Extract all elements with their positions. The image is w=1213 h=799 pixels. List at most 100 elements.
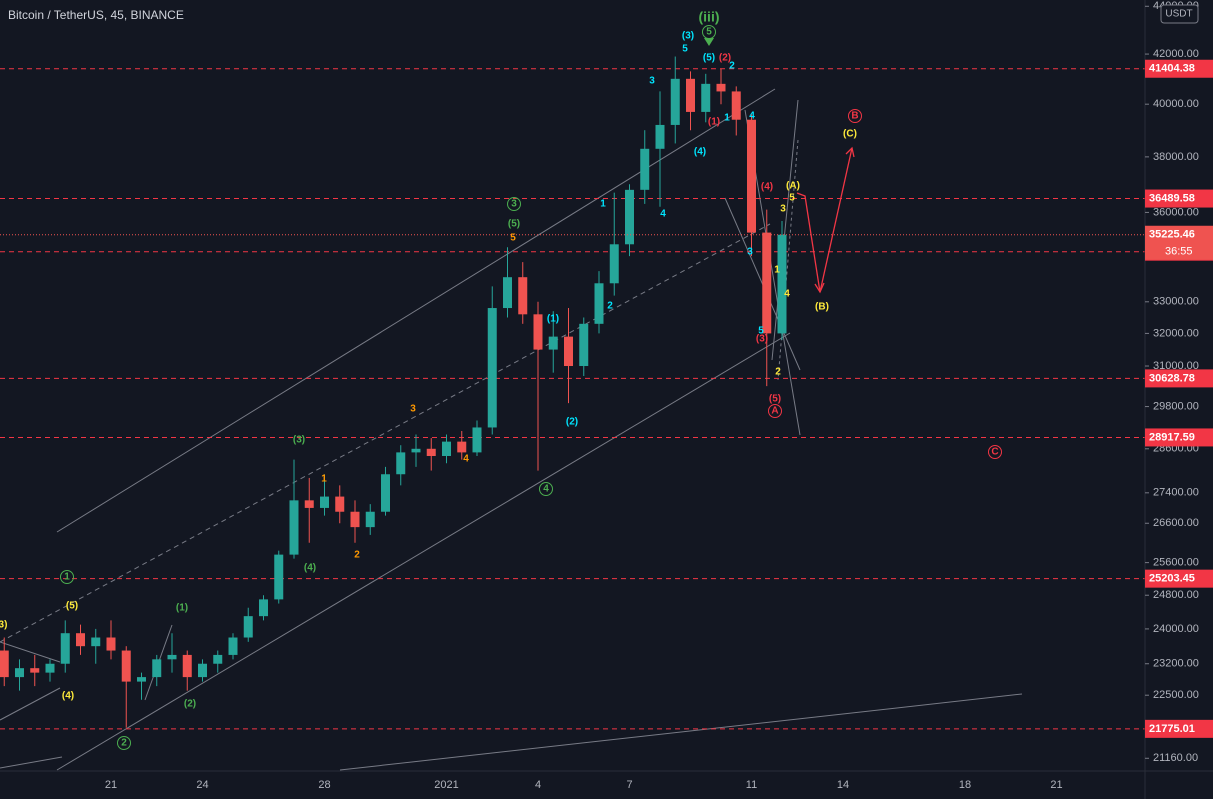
y-tick-label: 22500.00 bbox=[1153, 689, 1199, 701]
y-tick-label: 32000.00 bbox=[1153, 327, 1199, 339]
candle-body bbox=[548, 336, 558, 350]
channel-middle bbox=[0, 223, 771, 643]
candle-body bbox=[381, 474, 390, 512]
level-label: 41404.38 bbox=[1149, 63, 1195, 75]
x-tick-label: 7 bbox=[626, 779, 632, 791]
wave-label: 5 bbox=[510, 233, 516, 244]
wave-label: 2 bbox=[354, 550, 360, 561]
y-tick-label: 36000.00 bbox=[1153, 206, 1199, 218]
wave-label: 3) bbox=[0, 620, 7, 631]
wave-label: (4) bbox=[694, 147, 706, 158]
level-tag bbox=[1145, 369, 1213, 388]
channel-lower bbox=[56, 332, 791, 771]
wedge-line bbox=[771, 99, 799, 361]
candle-body bbox=[76, 633, 85, 647]
current-price-label: 35225.46 bbox=[1149, 229, 1195, 241]
level-label: 21775.01 bbox=[1149, 723, 1195, 735]
y-tick-label: 26600.00 bbox=[1153, 517, 1199, 529]
wave-label: 4 bbox=[784, 289, 790, 300]
level-label: 25203.45 bbox=[1149, 573, 1195, 585]
y-tick-label: 23200.00 bbox=[1153, 658, 1199, 670]
wave-label: (5) bbox=[508, 219, 520, 230]
candle-body bbox=[259, 599, 268, 617]
price-axis bbox=[1145, 0, 1213, 799]
wave-label: (3) bbox=[756, 334, 768, 345]
wave-label: A bbox=[771, 406, 778, 417]
candle-body bbox=[426, 448, 436, 456]
wave-label: 4 bbox=[543, 484, 549, 495]
symbol-title: Bitcoin / TetherUS, 45, BINANCE bbox=[8, 8, 184, 22]
wave-label: 1 bbox=[321, 474, 327, 485]
candle-body bbox=[91, 637, 101, 647]
plot: 3)(5)1(4)(1)(2)2(3)(4)12345(5)34(1)(2)12… bbox=[0, 9, 1145, 750]
candle-body bbox=[731, 91, 741, 120]
candle-body bbox=[686, 78, 695, 112]
wave-label: 4 bbox=[749, 111, 755, 122]
wave-label: (5) bbox=[703, 53, 715, 64]
candle-body bbox=[15, 668, 24, 678]
current-price-tag bbox=[1145, 225, 1213, 260]
wave-label: 5 bbox=[706, 27, 712, 38]
wave-label: 5 bbox=[789, 193, 795, 204]
wave-label: (1) bbox=[708, 117, 720, 128]
y-tick-label: 31000.00 bbox=[1153, 360, 1199, 372]
y-tick-label: 42000.00 bbox=[1153, 48, 1199, 60]
wave-label: (C) bbox=[843, 129, 857, 140]
candle-body bbox=[640, 148, 650, 190]
drawings bbox=[0, 88, 1023, 771]
candle-body bbox=[152, 659, 162, 678]
candle-body bbox=[457, 441, 467, 453]
level-tag bbox=[1145, 189, 1213, 208]
axis-layer: 44000.0042000.0040000.0038000.0036000.00… bbox=[105, 0, 1213, 791]
candle-body bbox=[518, 277, 528, 315]
candle-body bbox=[564, 336, 573, 367]
wave-circle bbox=[117, 736, 131, 750]
wedge-line bbox=[777, 139, 799, 381]
wave-label: (4) bbox=[761, 182, 773, 193]
candle-body bbox=[716, 83, 726, 92]
wave-label: 3 bbox=[649, 76, 655, 87]
x-tick-label: 24 bbox=[196, 779, 208, 791]
candle-body bbox=[365, 511, 375, 528]
candle-body bbox=[213, 654, 223, 664]
candle-body bbox=[335, 496, 345, 512]
wave-label: 5 bbox=[758, 326, 764, 337]
wave-label: 3 bbox=[410, 404, 416, 415]
wave-label: 3 bbox=[511, 199, 517, 210]
trend-line bbox=[0, 687, 61, 721]
candle-body bbox=[594, 283, 604, 324]
wave-label: 2 bbox=[121, 738, 127, 749]
candle-body bbox=[747, 119, 756, 233]
wave-label: 1 bbox=[724, 113, 730, 124]
x-tick-label: 2021 bbox=[434, 779, 458, 791]
wave-label: (2) bbox=[184, 699, 196, 710]
candle-body bbox=[274, 554, 284, 600]
wave-arrow bbox=[704, 38, 714, 46]
wave-label: 2 bbox=[607, 301, 613, 312]
wave-label: 4 bbox=[660, 209, 666, 220]
candle-body bbox=[655, 124, 665, 149]
candle-body bbox=[472, 427, 482, 453]
candle-body bbox=[137, 677, 146, 682]
currency-box bbox=[1160, 4, 1199, 24]
y-tick-label: 24800.00 bbox=[1153, 589, 1199, 601]
wave-label: 3 bbox=[747, 247, 753, 258]
candle-body bbox=[533, 314, 543, 350]
x-tick-label: 21 bbox=[105, 779, 117, 791]
candle-body bbox=[701, 83, 711, 112]
candle-body bbox=[762, 232, 772, 334]
wave-label: 4 bbox=[463, 454, 469, 465]
wave-circle bbox=[507, 197, 521, 211]
candle-body bbox=[121, 650, 131, 682]
level-tag bbox=[1145, 569, 1213, 588]
wave-label: (5) bbox=[66, 601, 78, 612]
candle-body bbox=[30, 668, 40, 673]
wave-label: (2) bbox=[719, 53, 731, 64]
candle-body bbox=[106, 637, 116, 651]
wave-circle bbox=[539, 482, 553, 496]
candle-body bbox=[411, 448, 421, 453]
y-tick-label: 24000.00 bbox=[1153, 623, 1199, 635]
wave-circle bbox=[988, 445, 1002, 459]
